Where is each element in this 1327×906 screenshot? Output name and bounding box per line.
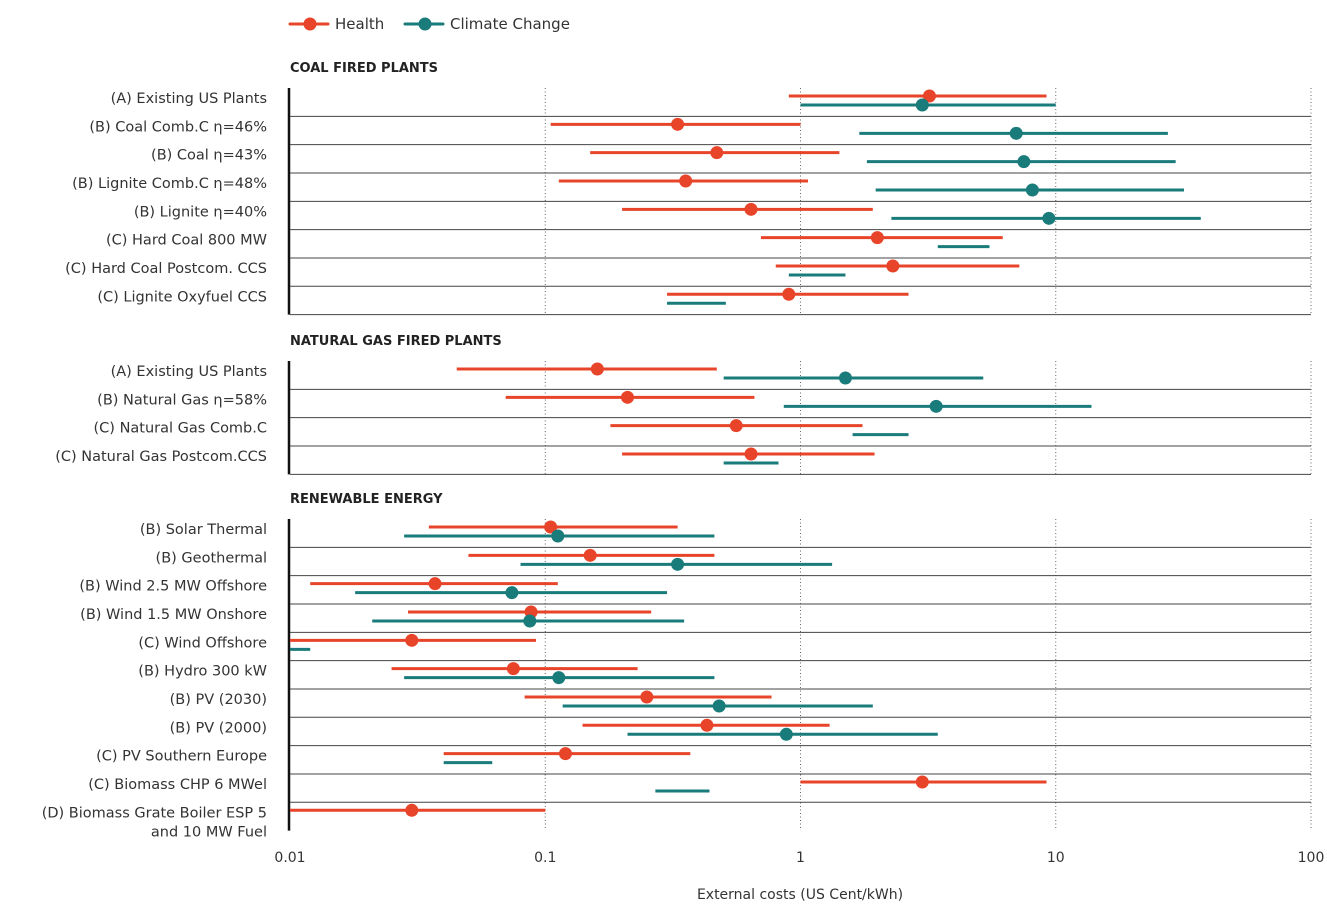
row-label: (B) Coal Comb.C η=46% <box>89 119 267 135</box>
health-point <box>915 775 929 789</box>
section-title: COAL FIRED PLANTS <box>290 61 438 76</box>
health-point <box>544 520 558 534</box>
health-point <box>922 89 936 103</box>
row-label: (B) Lignite Comb.C η=48% <box>72 176 267 192</box>
health-point <box>405 633 419 647</box>
climate-point <box>1025 183 1039 197</box>
row-label: (C) Natural Gas Comb.C <box>94 421 267 437</box>
legend-label-climate: Climate Change <box>450 15 570 33</box>
health-point <box>640 690 654 704</box>
row-label: (C) Wind Offshore <box>138 635 267 651</box>
climate-point <box>1017 155 1031 169</box>
x-tick-label: 0.1 <box>534 850 556 866</box>
health-point <box>583 548 597 562</box>
row-label: (C) Hard Coal Postcom. CCS <box>65 261 267 277</box>
row-label: (C) Lignite Oxyfuel CCS <box>97 289 267 305</box>
health-point <box>886 259 900 273</box>
row-label: (C) Biomass CHP 6 MWel <box>88 777 267 793</box>
marks <box>290 89 1201 817</box>
climate-point <box>551 529 565 543</box>
health-point <box>744 202 758 216</box>
health-point <box>729 419 743 433</box>
climate-point <box>838 371 852 385</box>
x-tick-label: 10 <box>1047 850 1065 866</box>
health-point <box>671 117 685 131</box>
health-point <box>870 231 884 245</box>
row-label: (B) Coal η=43% <box>151 148 267 164</box>
row-label: (B) Geothermal <box>156 550 267 566</box>
legend: Health Climate Change <box>288 15 570 33</box>
climate-point <box>552 671 566 685</box>
health-point <box>679 174 693 188</box>
climate-point <box>915 98 929 112</box>
section-title: RENEWABLE ENERGY <box>290 492 443 507</box>
climate-point <box>1042 211 1056 225</box>
legend-marker-health <box>303 17 317 31</box>
health-point <box>744 447 758 461</box>
row-label: (B) Lignite η=40% <box>134 204 267 220</box>
health-point <box>590 362 604 376</box>
x-axis-title: External costs (US Cent/kWh) <box>697 887 903 903</box>
row-label: (B) Wind 1.5 MW Onshore <box>80 607 267 623</box>
row-label: (C) PV Southern Europe <box>96 749 267 765</box>
climate-point <box>929 399 943 413</box>
health-point <box>428 577 442 591</box>
row-label: (B) Wind 2.5 MW Offshore <box>79 579 267 595</box>
row-label: and 10 MW Fuel <box>151 824 267 840</box>
row-label: (C) Hard Coal 800 MW <box>106 233 267 249</box>
row-label: (A) Existing US Plants <box>111 364 267 380</box>
health-point <box>405 803 419 817</box>
health-point <box>558 747 572 761</box>
climate-point <box>523 614 537 628</box>
row-label: (B) Solar Thermal <box>140 522 267 538</box>
x-tick-label: 0.01 <box>274 850 305 866</box>
x-axis: 0.01 0.1 1 10 100 External costs (US Cent/kWh… <box>274 850 1324 903</box>
health-point <box>710 146 724 160</box>
health-point <box>700 718 714 732</box>
x-tick-label: 100 <box>1298 850 1325 866</box>
legend-label-health: Health <box>335 15 384 33</box>
x-tick-label: 1 <box>796 850 805 866</box>
legend-marker-climate <box>418 17 432 31</box>
climate-point <box>712 699 726 713</box>
health-point <box>620 390 634 404</box>
climate-point <box>505 586 519 600</box>
row-label: (B) PV (2000) <box>170 720 267 736</box>
row-label: (B) Hydro 300 kW <box>138 664 267 680</box>
climate-point <box>671 557 685 571</box>
row-label: (B) PV (2030) <box>170 692 267 708</box>
health-point <box>506 662 520 676</box>
row-label: (B) Natural Gas η=58% <box>97 392 267 408</box>
rows: COAL FIRED PLANTS (A) Existing US Plants (… <box>42 61 1311 840</box>
row-label: (C) Natural Gas Postcom.CCS <box>55 449 267 465</box>
row-label: (D) Biomass Grate Boiler ESP 5 <box>42 805 267 821</box>
climate-point <box>1009 126 1023 140</box>
grid <box>544 88 1312 831</box>
row-label: (A) Existing US Plants <box>111 91 267 107</box>
health-point <box>782 287 796 301</box>
section-title: NATURAL GAS FIRED PLANTS <box>290 334 502 349</box>
climate-point <box>779 727 793 741</box>
